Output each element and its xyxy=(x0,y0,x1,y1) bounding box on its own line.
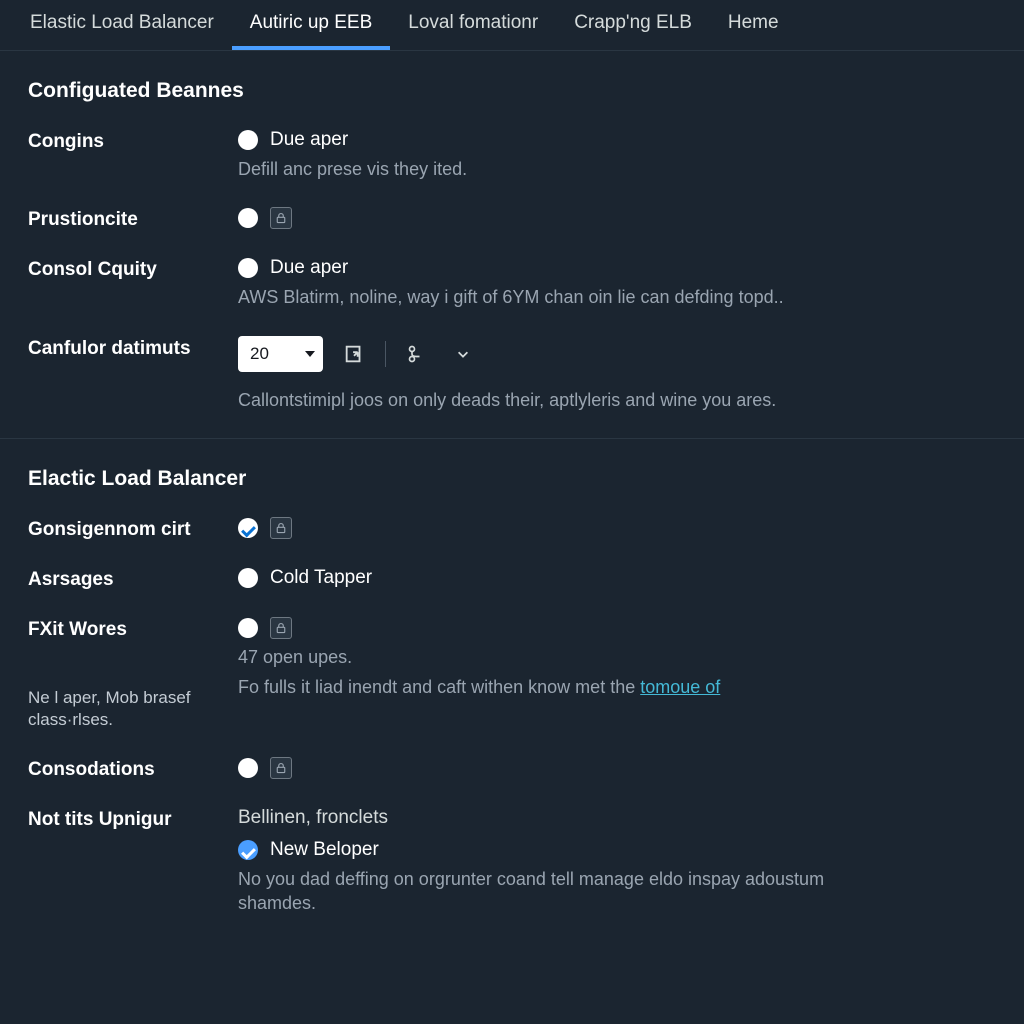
radio-gonsigennom-checked[interactable] xyxy=(238,518,258,538)
content: Configuated Beannes Congins Due aper Def… xyxy=(0,51,1024,916)
radio-consol[interactable] xyxy=(238,258,258,278)
lock-icon[interactable] xyxy=(270,517,292,539)
branch-icon[interactable] xyxy=(402,339,432,369)
label-canfulor: Canfulor datimuts xyxy=(28,336,238,360)
label-prustioncite: Prustioncite xyxy=(28,207,238,231)
chevron-down-icon[interactable] xyxy=(448,339,478,369)
row-congins: Congins Due aper Defill anc prese vis th… xyxy=(28,129,996,181)
radio-label-consol: Due aper xyxy=(270,257,348,279)
lock-icon[interactable] xyxy=(270,757,292,779)
desc-canfulor: Callontstimipl joos on only deads their,… xyxy=(238,388,858,412)
radio-consodations[interactable] xyxy=(238,758,258,778)
tab-heme[interactable]: Heme xyxy=(710,0,797,50)
label-consol-cquity: Consol Cquity xyxy=(28,257,238,281)
label-fxit-wores: FXit Wores Ne l aper, Mob brasef class·r… xyxy=(28,617,238,731)
radio-new-beloper-checked[interactable] xyxy=(238,840,258,860)
chevron-down-icon xyxy=(305,351,315,357)
head-bellinen: Bellinen, fronclets xyxy=(238,807,996,829)
lock-icon[interactable] xyxy=(270,617,292,639)
label-gonsigennom: Gonsigennom cirt xyxy=(28,517,238,541)
desc-not-tits: No you dad deffing on orgrunter coand te… xyxy=(238,867,858,916)
row-consol-cquity: Consol Cquity Due aper AWS Blatirm, noli… xyxy=(28,257,996,309)
tab-loval-fomationr[interactable]: Loval fomationr xyxy=(390,0,556,50)
row-prustioncite: Prustioncite xyxy=(28,207,996,231)
row-fxit-wores: FXit Wores Ne l aper, Mob brasef class·r… xyxy=(28,617,996,731)
sub-label-fxit: Ne l aper, Mob brasef class·rlses. xyxy=(28,687,238,731)
radio-fxit[interactable] xyxy=(238,618,258,638)
radio-asrsages[interactable] xyxy=(238,568,258,588)
tab-autiric-up-eeb[interactable]: Autiric up EEB xyxy=(232,0,391,50)
row-asrsages: Asrsages Cold Tapper xyxy=(28,567,996,591)
select-canfulor[interactable]: 20 xyxy=(238,336,323,372)
lock-icon[interactable] xyxy=(270,207,292,229)
count-fxit: 47 open upes. xyxy=(238,645,858,669)
tab-crapping-elb[interactable]: Crapp'ng ELB xyxy=(556,0,710,50)
tab-elastic-load-balancer[interactable]: Elastic Load Balancer xyxy=(12,0,232,50)
label-congins: Congins xyxy=(28,129,238,153)
row-canfulor: Canfulor datimuts 20 Callontstimipl joos xyxy=(28,336,996,412)
tab-label: Loval fomationr xyxy=(408,12,538,33)
select-value: 20 xyxy=(250,344,269,364)
radio-prustioncite[interactable] xyxy=(238,208,258,228)
radio-label-congins: Due aper xyxy=(270,129,348,151)
export-icon[interactable] xyxy=(339,339,369,369)
row-not-tits: Not tits Upnigur Bellinen, fronclets New… xyxy=(28,807,996,916)
desc-fxit: Fo fulls it liad inendt and caft withen … xyxy=(238,675,858,699)
tab-bar: Elastic Load Balancer Autiric up EEB Lov… xyxy=(0,0,1024,51)
label-not-tits: Not tits Upnigur xyxy=(28,807,238,831)
section-title-configuated: Configuated Beannes xyxy=(28,79,996,103)
section-title-elactic: Elactic Load Balancer xyxy=(28,467,996,491)
radio-label-asrsages: Cold Tapper xyxy=(270,567,372,589)
row-gonsigennom: Gonsigennom cirt xyxy=(28,517,996,541)
desc-consol: AWS Blatirm, noline, way i gift of 6YM c… xyxy=(238,285,858,309)
divider xyxy=(0,438,1024,439)
radio-congins[interactable] xyxy=(238,130,258,150)
label-consodations: Consodations xyxy=(28,757,238,781)
row-consodations: Consodations xyxy=(28,757,996,781)
desc-congins: Defill anc prese vis they ited. xyxy=(238,157,858,181)
separator xyxy=(385,341,386,367)
link-tomoue[interactable]: tomoue of xyxy=(640,677,720,697)
label-asrsages: Asrsages xyxy=(28,567,238,591)
radio-label-new-beloper: New Beloper xyxy=(270,839,379,861)
